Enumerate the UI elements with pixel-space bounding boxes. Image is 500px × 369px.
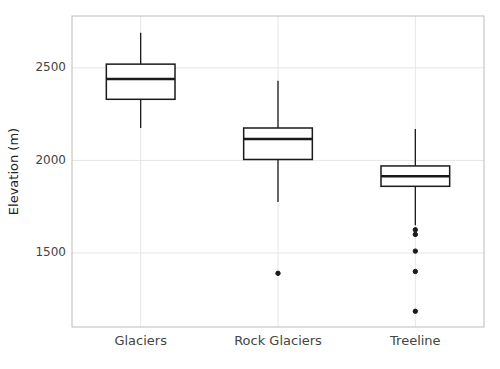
upper-whisker bbox=[140, 33, 141, 64]
upper-whisker bbox=[415, 129, 416, 166]
box bbox=[381, 166, 450, 186]
chart-container: 1500 2000 2500 Glaciers Rock Glaciers Treelin… bbox=[0, 0, 500, 369]
axes: 1500 2000 2500 Glaciers Rock Glaciers Treelin… bbox=[6, 60, 441, 348]
plot-background bbox=[72, 16, 484, 327]
y-tick-label: 2000 bbox=[35, 153, 66, 167]
lower-whisker bbox=[140, 99, 141, 128]
median bbox=[106, 78, 175, 81]
box bbox=[106, 64, 175, 99]
y-tick-label: 1500 bbox=[35, 245, 66, 259]
x-grid-line bbox=[140, 16, 141, 327]
lower-whisker bbox=[277, 159, 278, 202]
y-tick-label: 2500 bbox=[35, 60, 66, 74]
flier bbox=[413, 232, 417, 236]
median bbox=[244, 138, 313, 141]
chart: 1500 2000 2500 Glaciers Rock Glaciers Treelin… bbox=[0, 0, 500, 369]
flier bbox=[276, 271, 280, 275]
box-group bbox=[381, 129, 450, 314]
box-group bbox=[244, 81, 313, 276]
box-group bbox=[106, 33, 175, 128]
x-tick-label: Treeline bbox=[389, 333, 441, 348]
flier bbox=[413, 309, 417, 313]
flier bbox=[413, 269, 417, 273]
flier bbox=[413, 249, 417, 253]
y-axis-label: Elevation (m) bbox=[6, 128, 21, 215]
flier bbox=[413, 228, 417, 232]
boxes bbox=[106, 33, 449, 314]
upper-whisker bbox=[277, 81, 278, 128]
median bbox=[381, 175, 450, 178]
x-tick-label: Rock Glaciers bbox=[234, 333, 322, 348]
plot-frame bbox=[72, 16, 484, 327]
grid bbox=[72, 16, 484, 327]
lower-whisker bbox=[415, 186, 416, 225]
box bbox=[244, 128, 313, 159]
x-grid-line bbox=[278, 16, 279, 327]
x-tick-label: Glaciers bbox=[114, 333, 167, 348]
